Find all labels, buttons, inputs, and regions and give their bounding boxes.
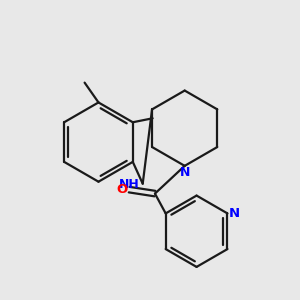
Text: N: N (229, 207, 240, 220)
Text: N: N (179, 166, 190, 179)
Text: O: O (117, 183, 128, 196)
Text: NH: NH (118, 178, 139, 191)
